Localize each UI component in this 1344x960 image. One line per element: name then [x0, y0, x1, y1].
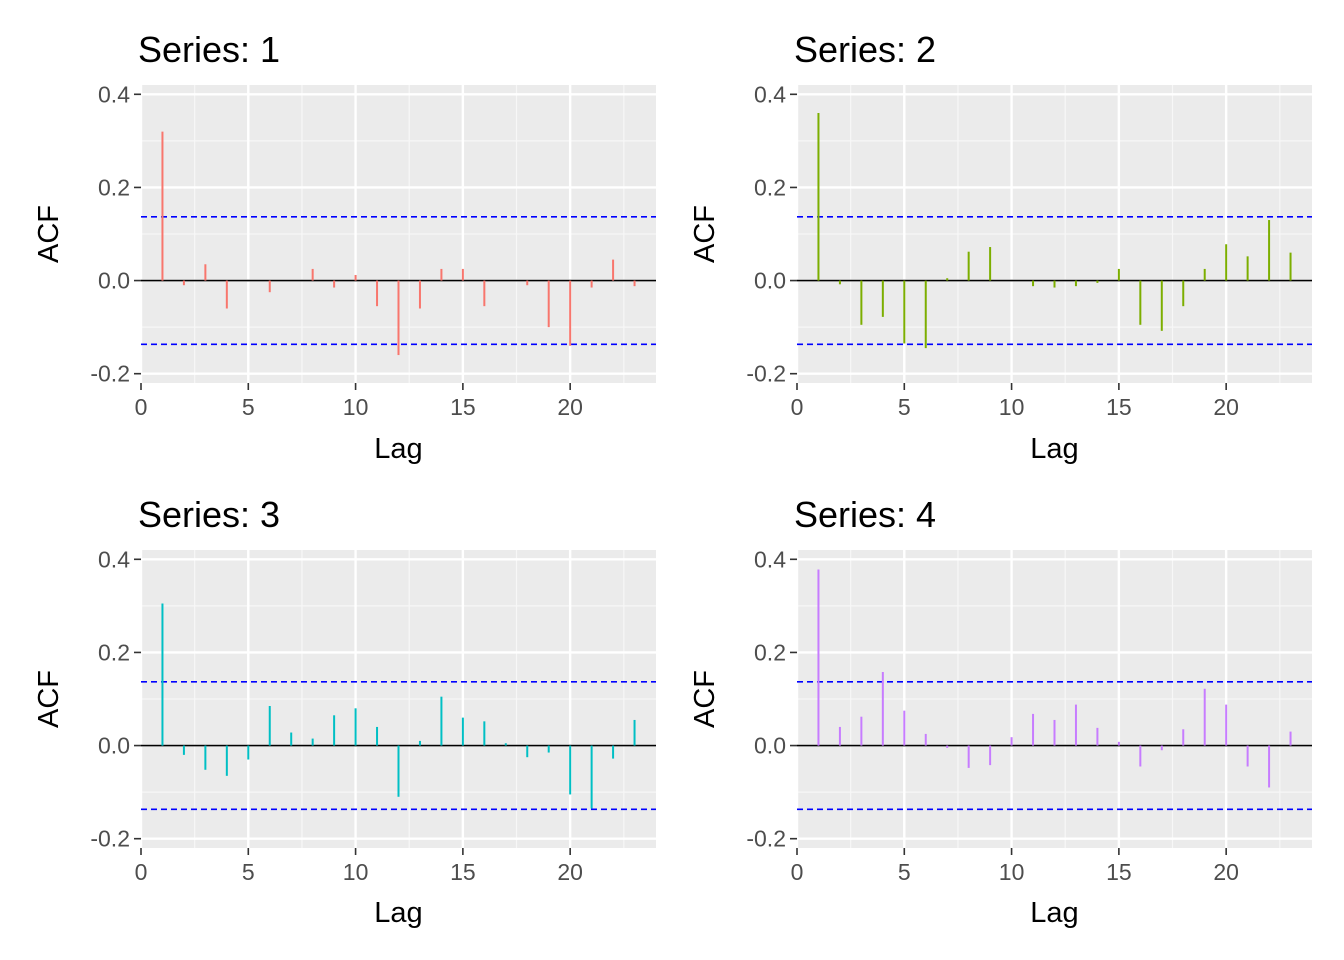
y-tick-label: 0.4	[754, 546, 786, 572]
x-axis-title: Lag	[374, 897, 422, 929]
x-axis-title: Lag	[1030, 897, 1078, 929]
y-tick-label: -0.2	[90, 826, 130, 852]
y-tick-label: 0.2	[754, 639, 786, 665]
x-tick-label: 20	[1213, 859, 1239, 885]
x-tick-label: 5	[242, 859, 255, 885]
y-axis-title: ACF	[33, 670, 65, 728]
x-tick-label: 20	[1213, 394, 1239, 420]
y-axis-title: ACF	[33, 205, 65, 263]
y-tick-label: -0.2	[746, 361, 786, 387]
x-tick-label: 5	[898, 859, 911, 885]
y-tick-label: 0.0	[98, 268, 130, 294]
acf-panel-2: 0 5 10 15 20 -0.2 0.0 0.2 0.4 Series: 2 Lag ACF	[689, 29, 1312, 465]
y-tick-label: 0.2	[98, 174, 130, 200]
x-axis-title: Lag	[374, 433, 422, 465]
x-tick-label: 0	[791, 859, 804, 885]
x-axis-title: Lag	[1030, 433, 1078, 465]
x-tick-label: 10	[343, 394, 369, 420]
x-tick-label: 10	[343, 859, 369, 885]
y-tick-label: -0.2	[746, 826, 786, 852]
y-tick-label: 0.4	[98, 81, 130, 107]
x-tick-label: 0	[791, 394, 804, 420]
panel-title: Series: 2	[794, 29, 936, 70]
x-tick-label: 0	[135, 859, 148, 885]
panel-title: Series: 1	[138, 29, 280, 70]
acf-panel-3: 0 5 10 15 20 -0.2 0.0 0.2 0.4 Series: 3 Lag ACF	[33, 494, 656, 929]
x-tick-label: 10	[999, 859, 1025, 885]
y-tick-label: 0.0	[98, 733, 130, 759]
x-tick-label: 15	[450, 859, 476, 885]
y-tick-label: 0.0	[754, 733, 786, 759]
x-tick-label: 5	[242, 394, 255, 420]
x-tick-label: 20	[557, 859, 583, 885]
x-tick-label: 5	[898, 394, 911, 420]
y-tick-label: 0.4	[754, 81, 786, 107]
y-tick-label: 0.4	[98, 546, 130, 572]
panel-title: Series: 3	[138, 494, 280, 535]
x-tick-label: 15	[450, 394, 476, 420]
y-tick-label: 0.2	[98, 639, 130, 665]
y-tick-label: -0.2	[90, 361, 130, 387]
y-tick-label: 0.0	[754, 268, 786, 294]
acf-panel-1: 0 5 10 15 20 -0.2 0.0 0.2 0.4 Series: 1 Lag ACF	[33, 29, 656, 465]
y-axis-title: ACF	[689, 670, 721, 728]
x-tick-label: 10	[999, 394, 1025, 420]
x-tick-label: 15	[1106, 859, 1132, 885]
x-tick-label: 20	[557, 394, 583, 420]
y-tick-label: 0.2	[754, 174, 786, 200]
y-axis-title: ACF	[689, 205, 721, 263]
panel-title: Series: 4	[794, 494, 936, 535]
acf-panel-4: 0 5 10 15 20 -0.2 0.0 0.2 0.4 Series: 4 Lag ACF	[689, 494, 1312, 929]
x-tick-label: 0	[135, 394, 148, 420]
x-tick-label: 15	[1106, 394, 1132, 420]
